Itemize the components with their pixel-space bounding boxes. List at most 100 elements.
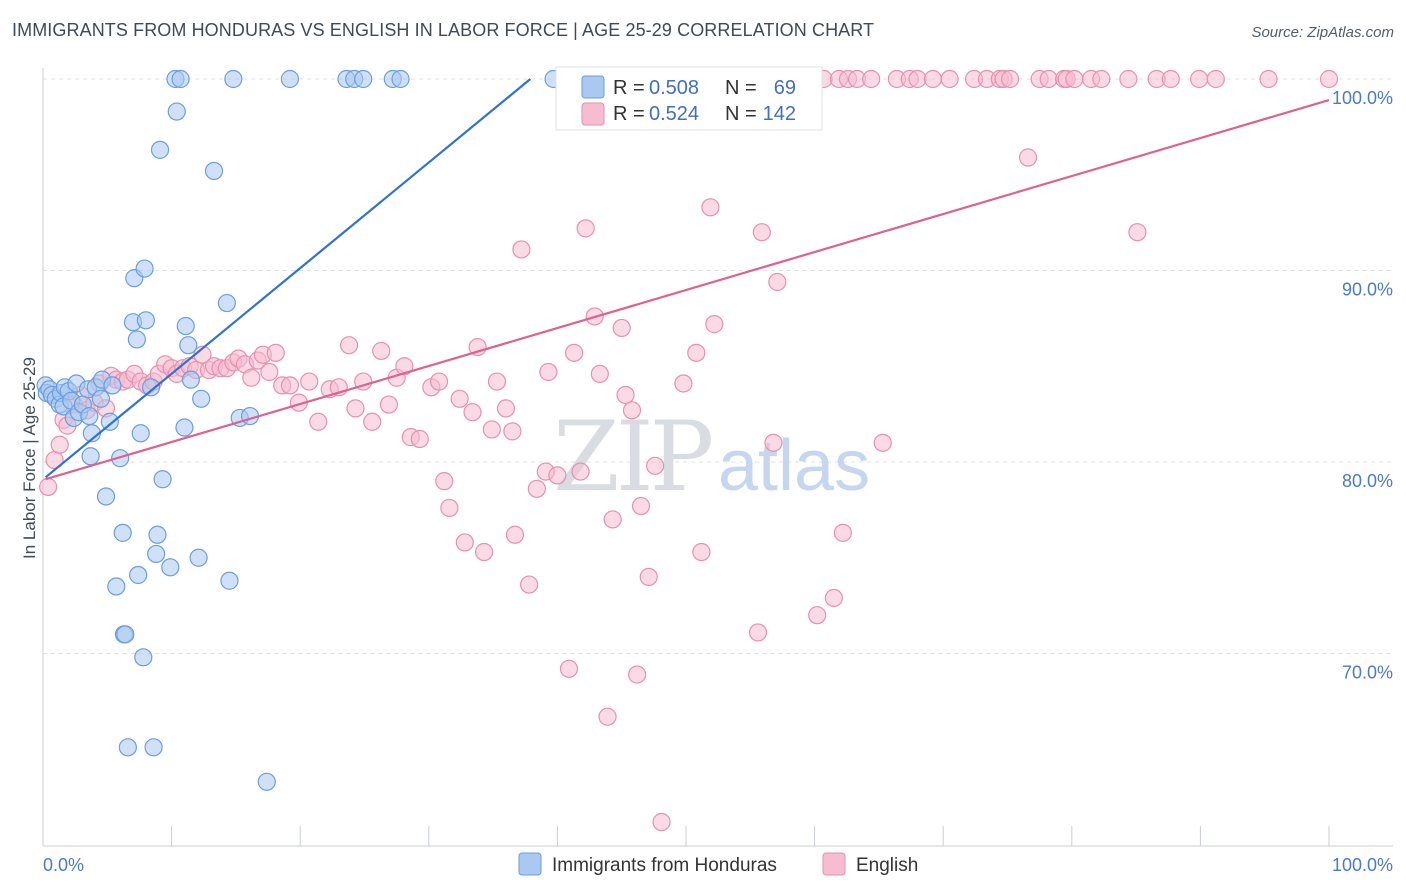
english-point bbox=[280, 376, 300, 395]
english-point bbox=[1092, 69, 1111, 89]
english-point bbox=[266, 343, 285, 362]
series-legend-label-english: English bbox=[856, 855, 918, 876]
honduras-point bbox=[167, 102, 186, 121]
english-point bbox=[764, 433, 783, 452]
legend-n-label: N = bbox=[725, 77, 757, 99]
english-point bbox=[455, 533, 474, 552]
honduras-point bbox=[127, 330, 146, 349]
english-points bbox=[39, 69, 1339, 832]
honduras-point bbox=[150, 140, 170, 159]
english-point bbox=[260, 362, 279, 382]
legend-r-value: 0.508 bbox=[649, 77, 699, 99]
honduras-point bbox=[129, 565, 148, 585]
legend-n-value: 69 bbox=[774, 77, 796, 99]
axes bbox=[42, 68, 1393, 847]
honduras-point bbox=[179, 336, 198, 355]
honduras-point bbox=[220, 571, 239, 590]
english-point bbox=[487, 372, 507, 391]
english-point bbox=[598, 707, 617, 726]
english-point bbox=[687, 343, 706, 362]
english-point bbox=[622, 401, 642, 420]
english-point bbox=[1000, 69, 1020, 89]
x-tick-label-max: 100.0% bbox=[1332, 855, 1393, 875]
honduras-point bbox=[354, 69, 373, 89]
english-point bbox=[429, 372, 449, 391]
honduras-point bbox=[134, 648, 153, 667]
y-axis-label: In Labor Force | Age 25-29 bbox=[20, 357, 39, 559]
english-point bbox=[527, 479, 546, 498]
legend-swatch-blue bbox=[581, 75, 605, 99]
honduras-point bbox=[144, 738, 163, 757]
honduras-point bbox=[257, 772, 276, 791]
series-legend-label-honduras: Immigrants from Honduras bbox=[552, 855, 777, 876]
honduras-point bbox=[100, 412, 119, 431]
english-point bbox=[300, 372, 319, 391]
x-tick-label-min: 0.0% bbox=[43, 855, 84, 875]
honduras-point bbox=[107, 577, 126, 596]
english-point bbox=[1018, 148, 1038, 167]
english-point bbox=[1161, 69, 1180, 89]
y-tick-label: 100.0% bbox=[1332, 88, 1393, 108]
english-point bbox=[496, 399, 516, 418]
english-point bbox=[1190, 69, 1209, 89]
english-point bbox=[363, 412, 382, 431]
honduras-point bbox=[118, 738, 137, 757]
english-point bbox=[692, 542, 711, 562]
english-point bbox=[616, 385, 635, 405]
y-tick-labels: 70.0% 80.0% 90.0% 100.0% bbox=[1332, 88, 1393, 683]
english-point bbox=[1259, 69, 1278, 89]
english-point bbox=[440, 498, 459, 518]
english-point bbox=[701, 198, 720, 217]
english-point bbox=[346, 399, 365, 418]
legend-swatch-pink bbox=[581, 102, 605, 126]
english-point bbox=[435, 472, 454, 491]
english-point bbox=[603, 510, 622, 529]
honduras-point bbox=[176, 316, 195, 336]
english-point bbox=[372, 341, 391, 361]
english-point bbox=[768, 272, 787, 292]
english-point bbox=[482, 420, 501, 439]
english-point bbox=[395, 357, 414, 376]
honduras-point bbox=[161, 558, 180, 577]
english-point bbox=[565, 343, 584, 362]
english-point bbox=[1128, 223, 1147, 242]
honduras-point bbox=[91, 389, 110, 408]
english-point bbox=[652, 812, 671, 832]
english-point bbox=[612, 318, 631, 338]
honduras-point bbox=[224, 69, 243, 89]
english-point bbox=[39, 477, 58, 496]
series-legend-swatch-english bbox=[822, 852, 846, 876]
honduras-point bbox=[136, 311, 155, 330]
english-point bbox=[1119, 69, 1138, 89]
english-trend-line bbox=[45, 99, 1330, 481]
english-point bbox=[339, 336, 359, 355]
honduras-point bbox=[181, 370, 200, 389]
series-legend: Immigrants from Honduras English bbox=[518, 852, 918, 876]
english-point bbox=[309, 412, 328, 431]
english-point bbox=[833, 523, 852, 542]
english-point bbox=[923, 69, 943, 89]
honduras-point bbox=[391, 69, 410, 89]
honduras-point bbox=[116, 625, 135, 644]
english-point bbox=[1065, 69, 1084, 89]
legend-n-label: N = bbox=[725, 103, 757, 125]
english-point bbox=[631, 496, 651, 516]
english-point bbox=[474, 542, 494, 562]
legend-r-label: R = bbox=[613, 77, 645, 99]
english-point bbox=[548, 466, 567, 485]
y-tick-label: 90.0% bbox=[1342, 280, 1393, 300]
honduras-point bbox=[81, 447, 100, 466]
english-point bbox=[674, 374, 693, 393]
source-label: Source: ZipAtlas.com bbox=[1251, 24, 1394, 41]
honduras-point bbox=[113, 523, 132, 542]
honduras-point bbox=[131, 424, 150, 443]
english-point bbox=[748, 623, 768, 642]
english-point bbox=[1319, 69, 1339, 89]
english-point bbox=[808, 606, 827, 625]
english-point bbox=[539, 362, 558, 382]
watermark-atlas: atlas bbox=[718, 426, 870, 506]
chart-title: IMMIGRANTS FROM HONDURAS VS ENGLISH IN L… bbox=[12, 20, 875, 40]
honduras-trend-line bbox=[44, 78, 532, 479]
y-tick-label: 70.0% bbox=[1342, 663, 1393, 683]
